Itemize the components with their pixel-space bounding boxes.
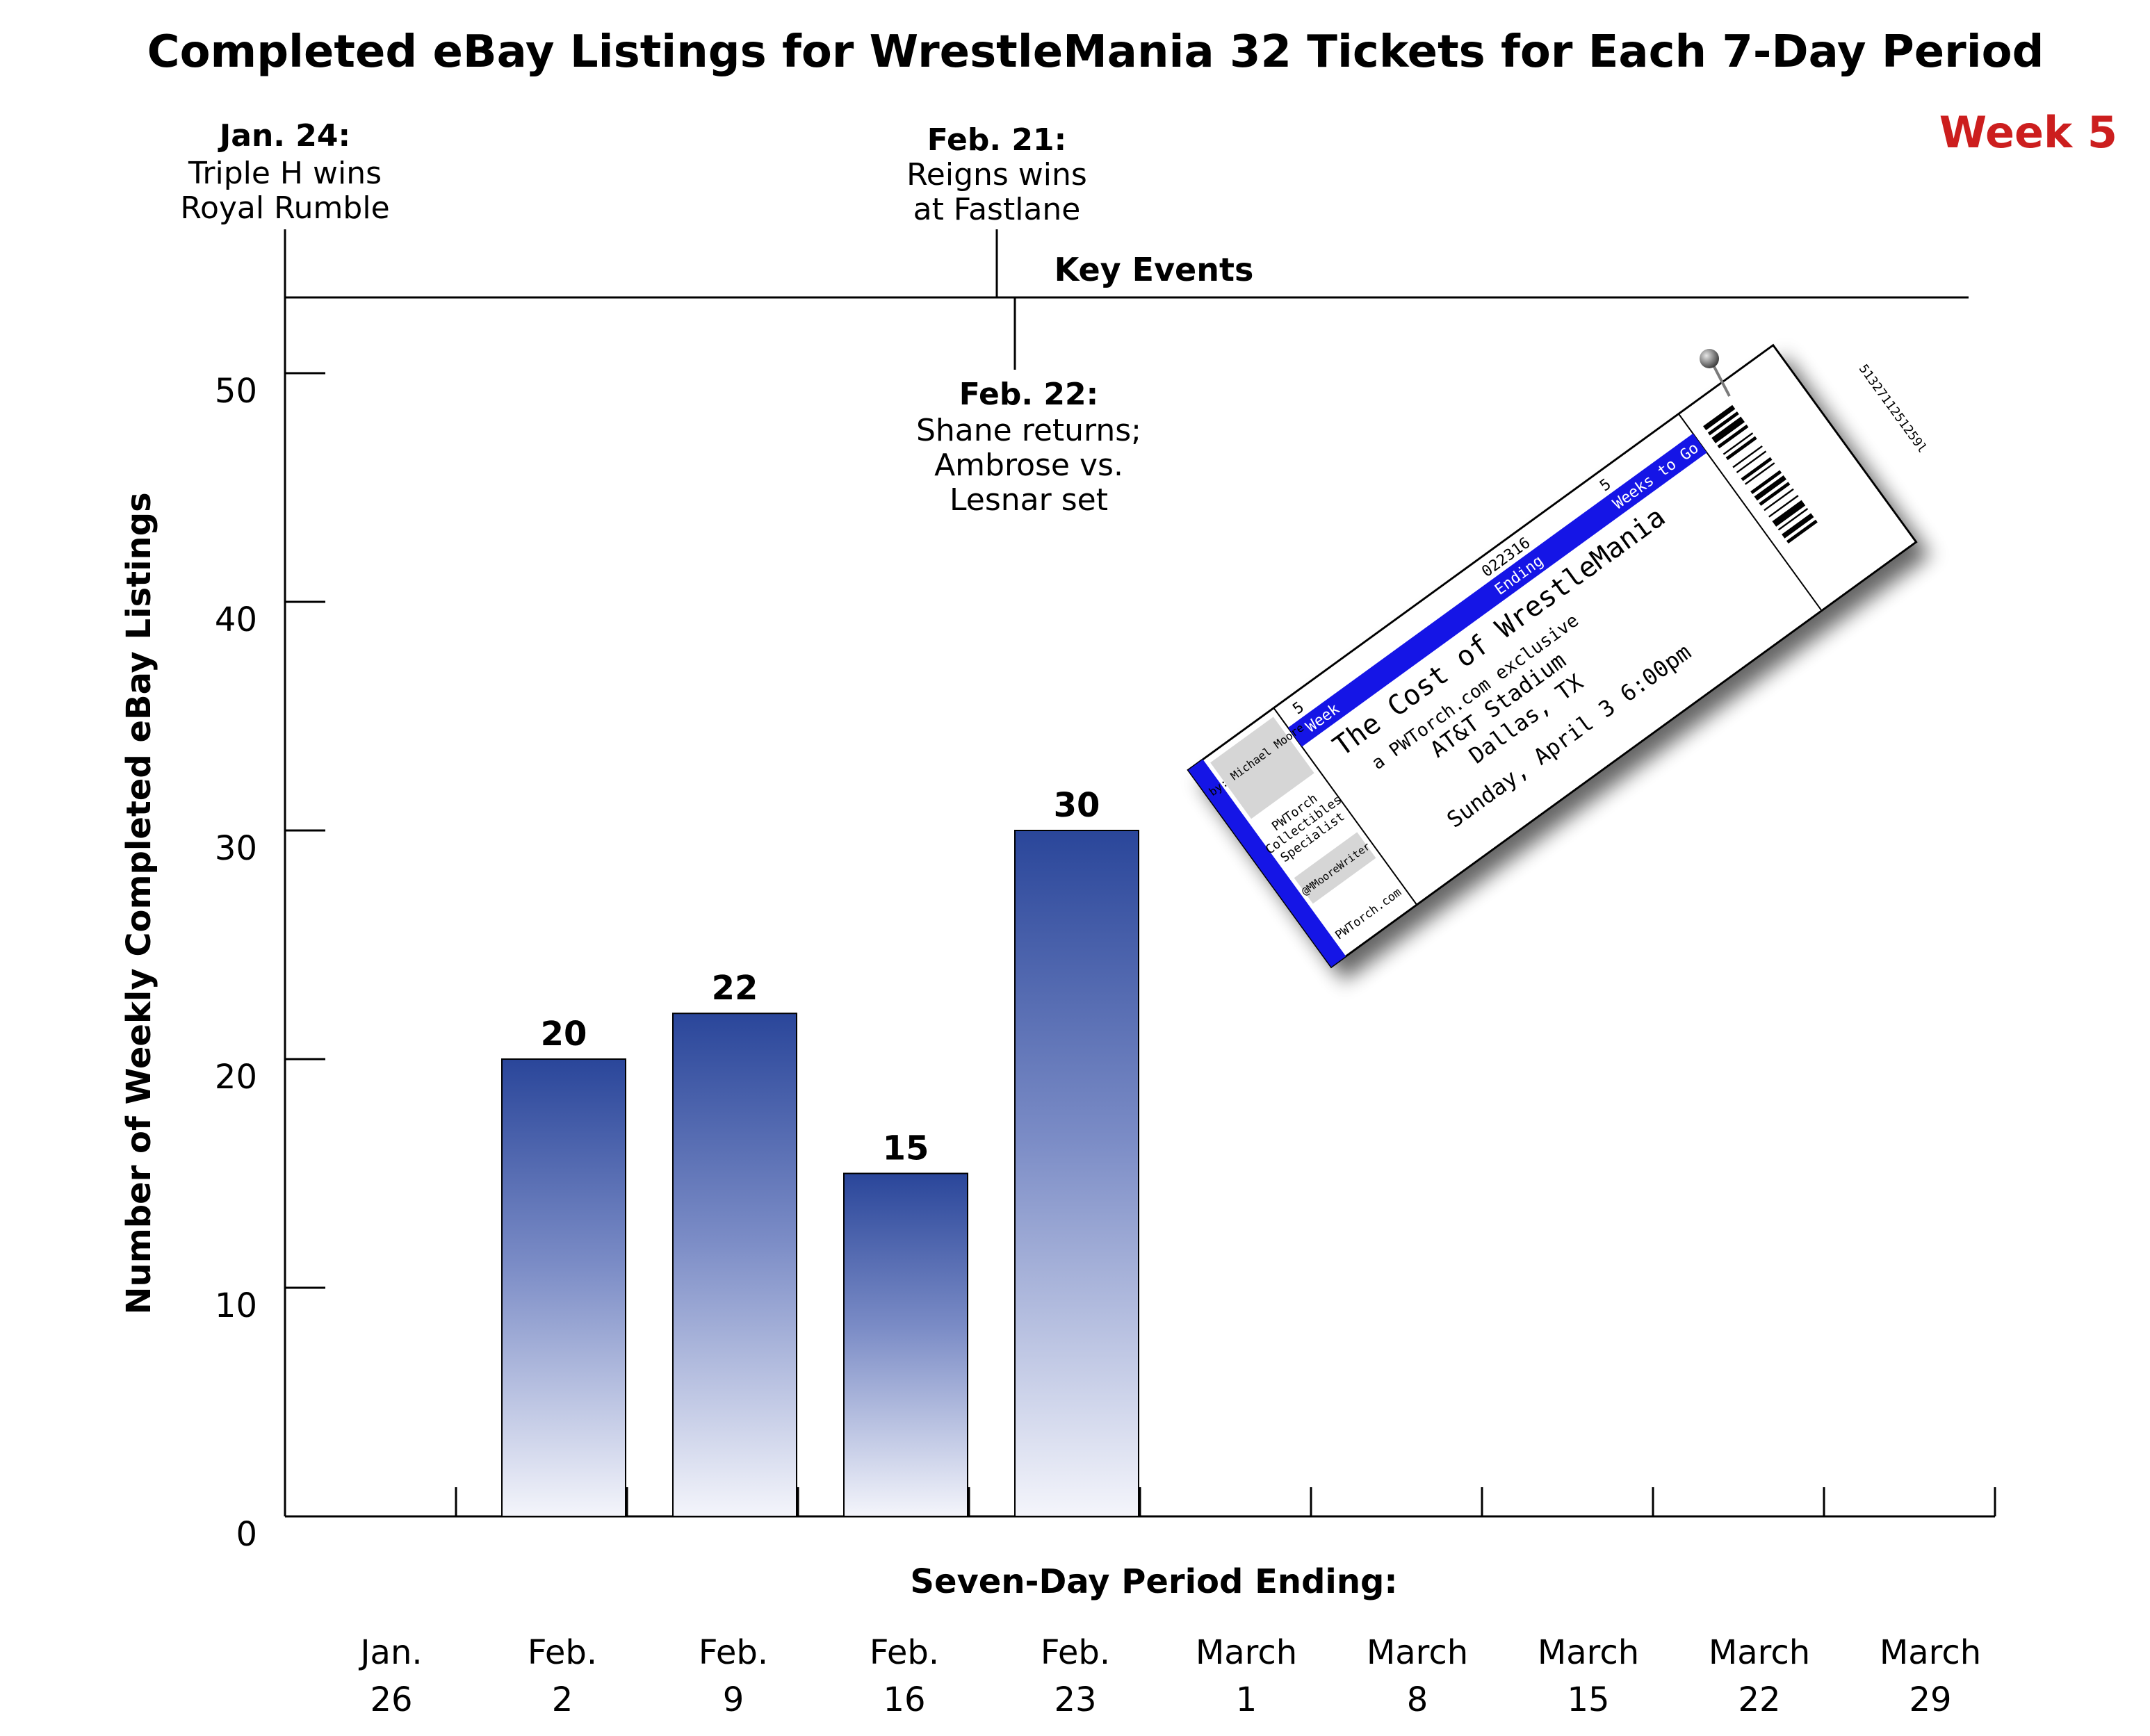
ticket-blue-band <box>1287 433 1707 747</box>
x-tick-label: Feb. 2 <box>528 1633 597 1719</box>
y-tick-label: 20 <box>215 1058 257 1097</box>
event-text-line: Triple H wins <box>188 156 382 191</box>
x-tick-label-month: Feb. <box>870 1633 939 1672</box>
pushpin-icon <box>1700 349 1731 397</box>
bar-value-label: 15 <box>883 1129 929 1168</box>
x-tick-label-month: Feb. <box>699 1633 768 1672</box>
x-tick-label-day: 26 <box>370 1680 412 1719</box>
x-tick-label: Feb. 23 <box>1041 1633 1110 1719</box>
y-axis: 0 10 20 30 40 50 <box>215 297 325 1554</box>
y-tick-label: 40 <box>215 600 257 639</box>
event-royal-rumble: Jan. 24: Triple H wins Royal Rumble <box>180 118 389 226</box>
event-text-line: Shane returns; <box>916 413 1141 448</box>
x-tick-label: Feb. 9 <box>699 1633 768 1719</box>
x-tick-label-day: 15 <box>1567 1680 1609 1719</box>
x-tick-label: March 29 <box>1880 1633 1981 1719</box>
chart-title: Completed eBay Listings for WrestleMania… <box>147 26 2044 78</box>
barcode-icon <box>1703 404 1818 544</box>
y-tick-label: 30 <box>215 829 257 868</box>
x-tick-label: March 1 <box>1196 1633 1297 1719</box>
x-tick-label-day: 29 <box>1909 1680 1951 1719</box>
ticket-barcode-number: 5132711251259l <box>1856 362 1930 456</box>
x-tick-label-day: 16 <box>883 1680 925 1719</box>
ticket-graphic: 5 Week 022316 Ending 5 Weeks to Go The C… <box>1187 343 1930 969</box>
event-shane-returns: Feb. 22: Shane returns; Ambrose vs. Lesn… <box>916 377 1141 518</box>
x-tick-label: Feb. 16 <box>870 1633 939 1719</box>
x-tick-label-month: March <box>1709 1633 1810 1672</box>
bar <box>843 1172 968 1517</box>
x-tick-label-month: March <box>1196 1633 1297 1672</box>
x-tick-label-month: March <box>1367 1633 1468 1672</box>
event-text-line: Royal Rumble <box>180 190 389 226</box>
x-tick-label-month: Jan. <box>358 1633 422 1672</box>
x-tick-label-day: 1 <box>1236 1680 1257 1719</box>
bar-value-label: 22 <box>712 969 758 1008</box>
bar-value-label: 20 <box>541 1015 587 1054</box>
x-tick-label: March 15 <box>1538 1633 1639 1719</box>
bar <box>501 1058 626 1517</box>
event-date: Feb. 21: <box>927 122 1066 158</box>
x-tick-label-day: 9 <box>723 1680 744 1719</box>
x-tick-label-month: March <box>1880 1633 1981 1672</box>
event-date: Jan. 24: <box>218 118 350 154</box>
event-text-line: Reigns wins <box>906 157 1087 193</box>
ticket-left-stripe <box>1188 759 1346 967</box>
bar <box>1014 830 1139 1517</box>
y-tick-label: 0 <box>236 1515 257 1554</box>
x-tick-label: March 8 <box>1367 1633 1468 1719</box>
x-tick-label: Jan. 26 <box>358 1633 422 1719</box>
x-tick-label: March 22 <box>1709 1633 1810 1719</box>
key-events-label: Key Events <box>1054 251 1254 288</box>
x-tick-label-day: 23 <box>1054 1680 1096 1719</box>
x-tick-label-day: 8 <box>1407 1680 1428 1719</box>
x-tick-label-day: 2 <box>552 1680 573 1719</box>
event-date: Feb. 22: <box>959 377 1098 412</box>
event-text-line: at Fastlane <box>913 192 1081 227</box>
event-text-line: Ambrose vs. <box>934 448 1123 483</box>
week-label: Week 5 <box>1939 107 2117 158</box>
bar-series: 20 22 15 30 <box>501 786 1139 1517</box>
y-axis-label: Number of Weekly Completed eBay Listings <box>120 492 158 1314</box>
x-tick-label-day: 22 <box>1738 1680 1780 1719</box>
event-fastlane: Feb. 21: Reigns wins at Fastlane <box>906 122 1087 227</box>
x-tick-label-month: March <box>1538 1633 1639 1672</box>
x-axis-label: Seven-Day Period Ending: <box>910 1562 1397 1601</box>
x-tick-label-month: Feb. <box>528 1633 597 1672</box>
y-tick-label: 50 <box>215 372 257 411</box>
y-tick-label: 10 <box>215 1286 257 1325</box>
event-text-line: Lesnar set <box>950 482 1108 518</box>
bar-value-label: 30 <box>1054 786 1100 825</box>
x-tick-label-month: Feb. <box>1041 1633 1110 1672</box>
key-events-timeline: Key Events Jan. 24: Triple H wins Royal … <box>180 118 1969 518</box>
bar <box>672 1013 797 1517</box>
